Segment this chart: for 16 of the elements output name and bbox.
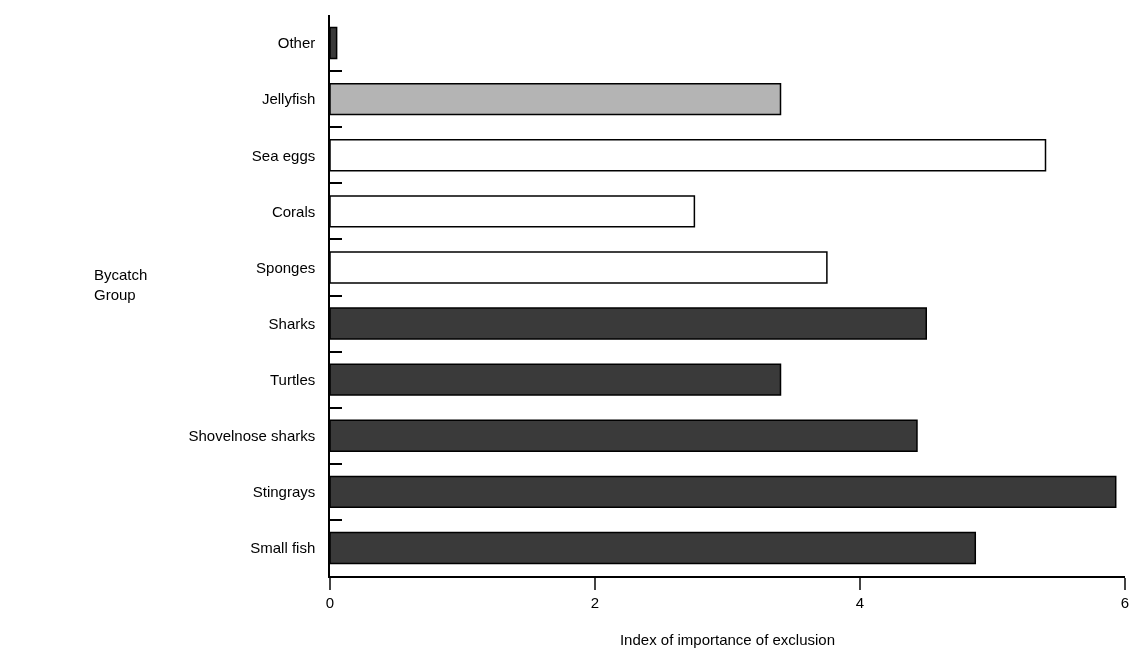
x-tick-label: 0 xyxy=(325,593,335,611)
x-tick-label: 6 xyxy=(1120,593,1130,611)
y-tick-label: Corals xyxy=(271,202,316,220)
y-tick-label: Shovelnose sharks xyxy=(188,427,316,444)
y-tick-label: Sea eggs xyxy=(251,146,316,164)
y-axis-title: Bycatch Group xyxy=(94,266,148,303)
y-tick-label: Other xyxy=(277,34,316,52)
y-tick-label: Jellyfish xyxy=(261,90,316,108)
x-tick-label: 4 xyxy=(855,593,865,611)
y-tick-label: Small fish xyxy=(250,539,316,557)
x-axis-title: Index of importance of exclusion xyxy=(619,631,836,649)
y-tick-label: Turtles xyxy=(269,370,316,388)
y-tick-label: Stingrays xyxy=(252,483,316,501)
x-tick-label: 2 xyxy=(590,593,600,611)
y-tick-label: Sharks xyxy=(268,314,316,332)
y-tick-label: Sponges xyxy=(256,258,316,276)
